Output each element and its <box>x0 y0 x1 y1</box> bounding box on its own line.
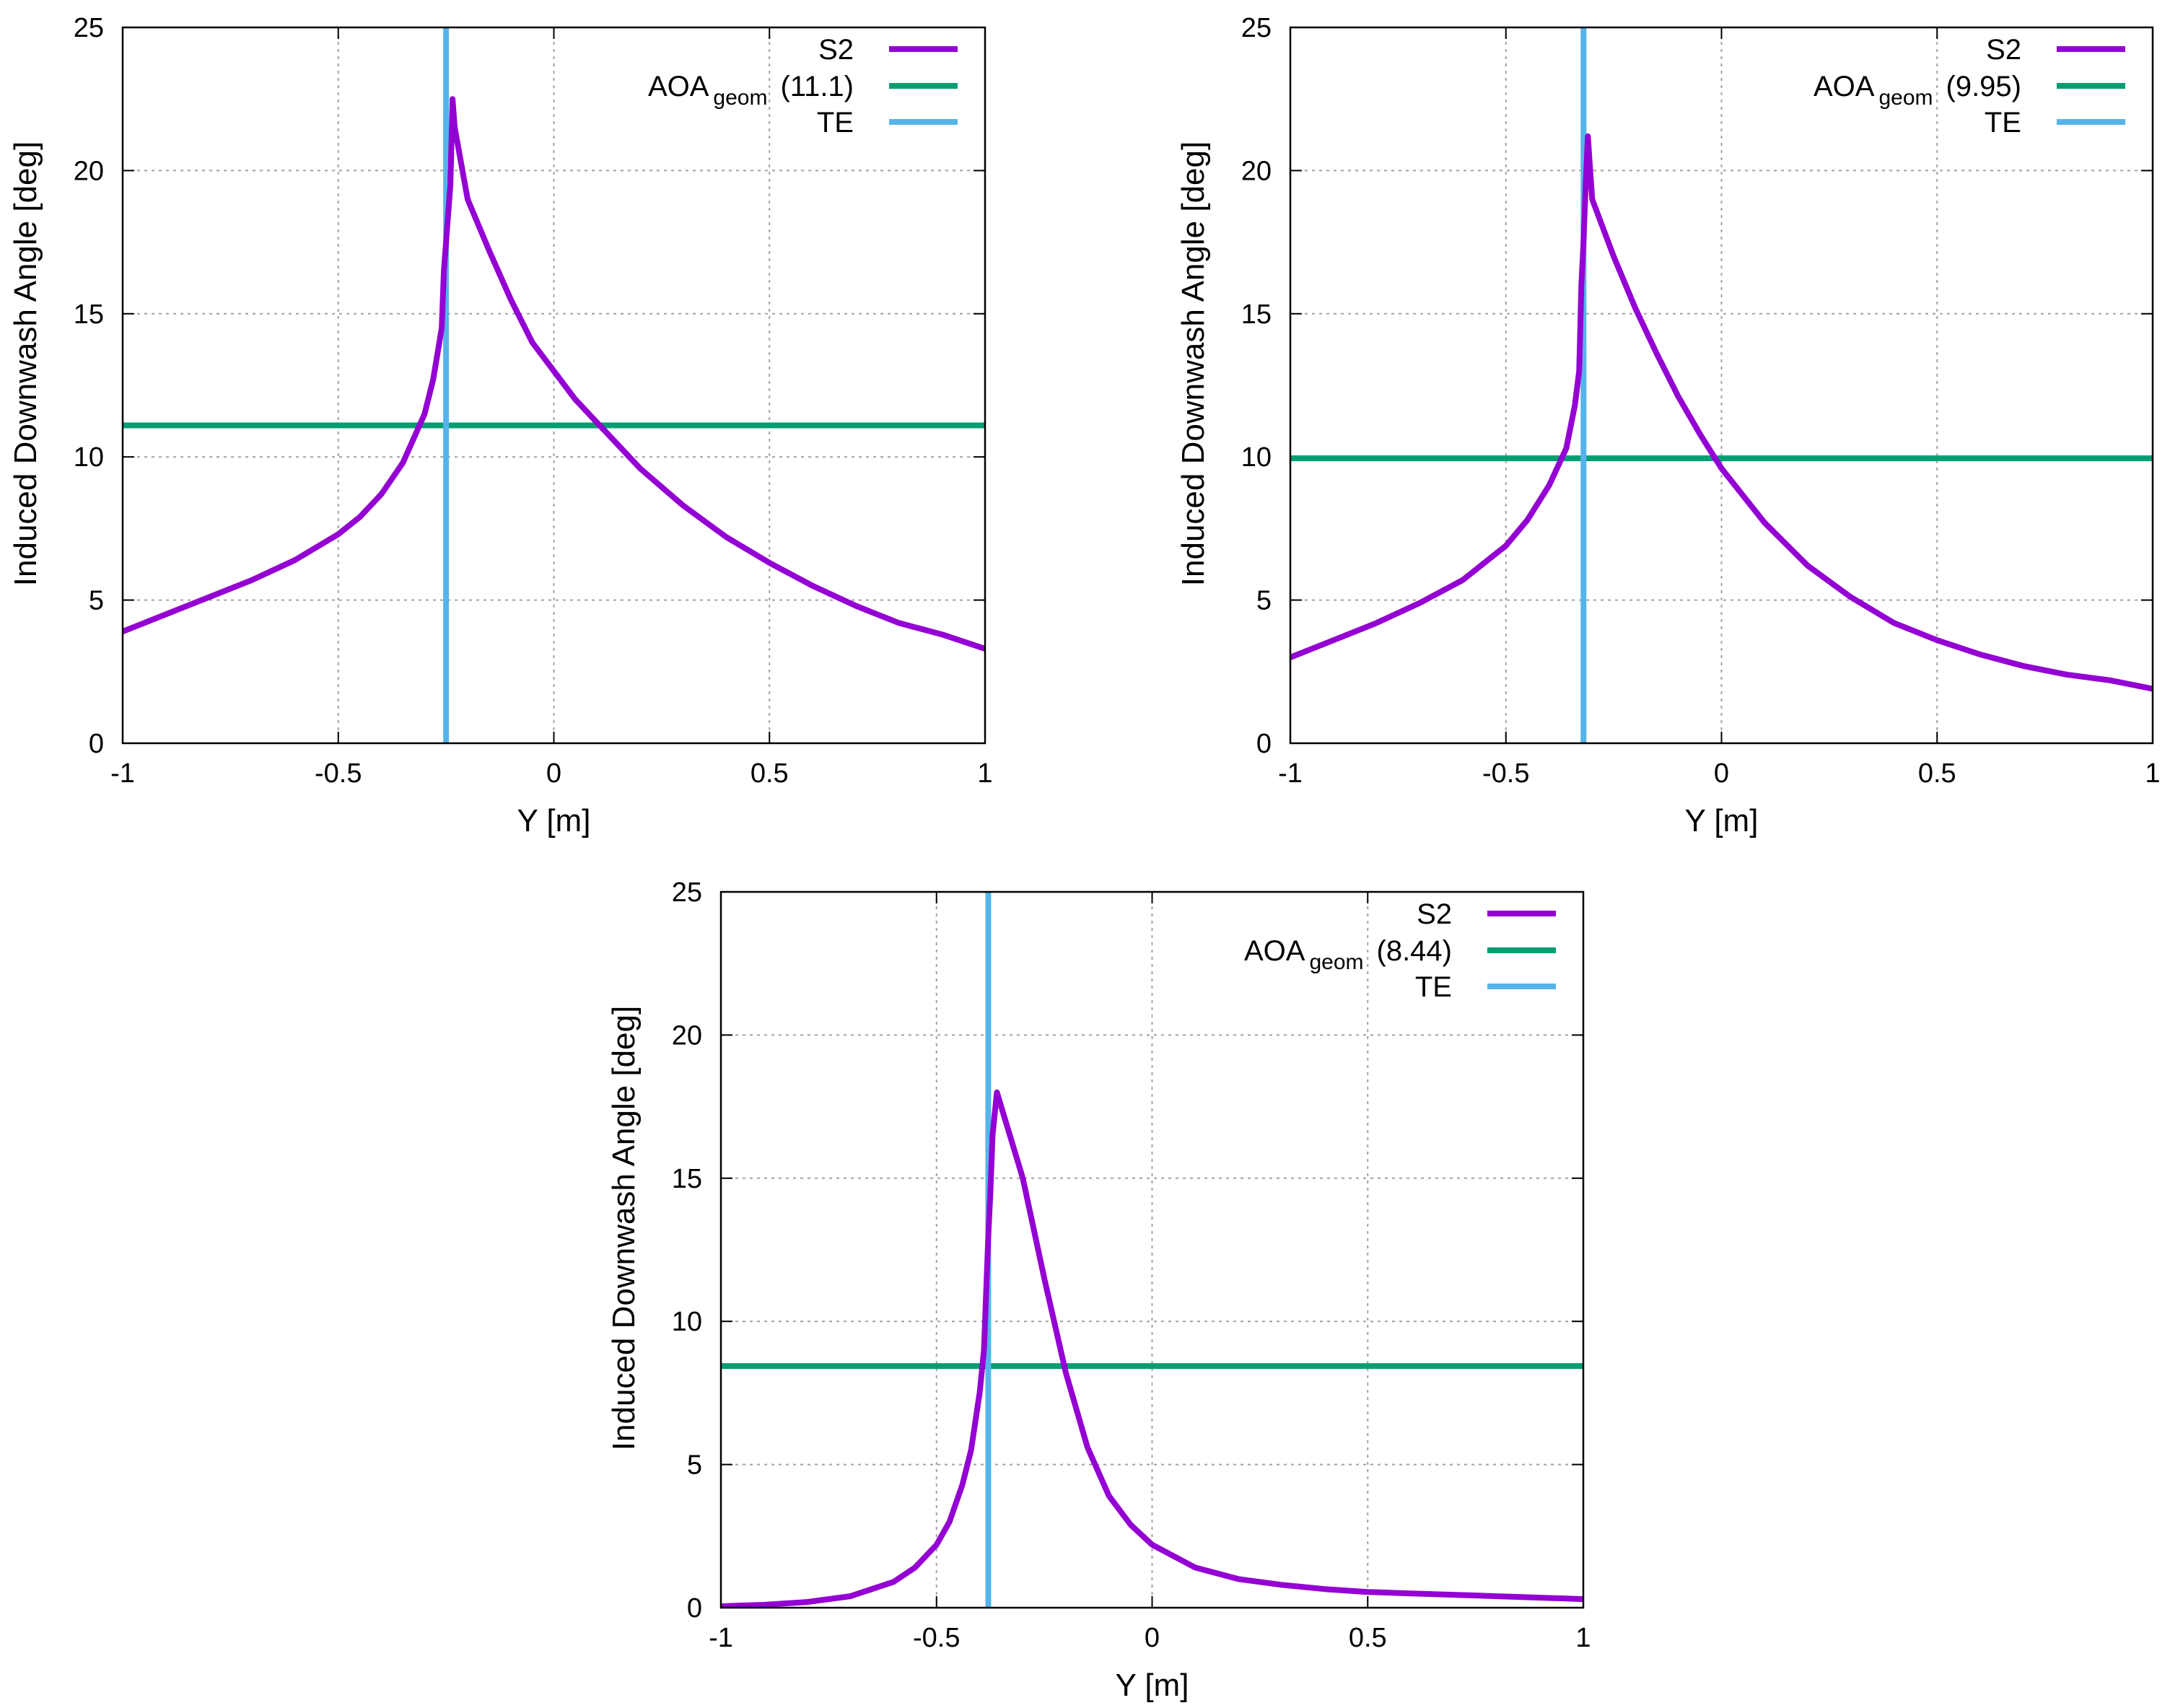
legend-aoa-label: AOA geom (8.44) <box>1244 935 1452 974</box>
x-tick-label: 0.5 <box>1349 1623 1387 1653</box>
x-tick-label: 0 <box>1145 1623 1160 1653</box>
y-tick-label: 20 <box>74 156 104 186</box>
plot-area <box>721 892 1583 1608</box>
y-tick-label: 25 <box>672 877 702 908</box>
x-tick-label: 1 <box>2145 758 2160 789</box>
y-tick-label: 10 <box>1241 442 1272 473</box>
legend-aoa-main: AOA <box>1244 935 1305 967</box>
x-tick-label: 0 <box>1714 758 1729 789</box>
x-tick-label: 1 <box>977 758 992 789</box>
y-tick-label: 15 <box>672 1164 702 1194</box>
y-tick-label: 15 <box>74 299 104 330</box>
y-tick-label: 25 <box>1241 13 1272 43</box>
x-tick-label: -0.5 <box>913 1623 960 1653</box>
legend-te-label: TE <box>1415 971 1452 1003</box>
x-tick-label: -0.5 <box>1482 758 1529 789</box>
legend-aoa-label: AOA geom (9.95) <box>1814 71 2021 110</box>
y-axis-label: Induced Downwash Angle [deg] <box>606 1006 642 1450</box>
x-axis-label: Y [m] <box>1116 1668 1189 1703</box>
plot-area <box>123 27 985 743</box>
y-tick-label: 10 <box>74 442 104 473</box>
y-tick-label: 0 <box>89 729 104 759</box>
y-tick-label: 25 <box>74 13 104 43</box>
y-tick-label: 0 <box>1256 729 1272 759</box>
legend-s2-label: S2 <box>818 34 854 66</box>
s2-series-line <box>123 96 985 652</box>
legend-aoa-main: AOA <box>648 71 709 102</box>
y-tick-label: 10 <box>672 1307 702 1337</box>
x-axis-label: Y [m] <box>517 803 591 838</box>
x-tick-label: -0.5 <box>315 758 362 789</box>
y-axis-label: Induced Downwash Angle [deg] <box>8 141 43 586</box>
x-axis-label: Y [m] <box>1685 803 1759 838</box>
y-tick-label: 20 <box>672 1020 702 1051</box>
y-tick-label: 5 <box>1256 586 1272 616</box>
legend-aoa-value: (9.95) <box>1946 71 2022 102</box>
y-axis-label: Induced Downwash Angle [deg] <box>1176 141 1211 586</box>
legend-aoa-value: (8.44) <box>1377 935 1453 967</box>
plot-frame <box>719 890 1585 1609</box>
plot-frame <box>121 26 986 745</box>
x-tick-label: -1 <box>1278 758 1303 789</box>
legend-s2-label: S2 <box>1417 898 1452 930</box>
y-tick-label: 0 <box>687 1593 702 1624</box>
s2-series-line <box>721 1089 1583 1608</box>
s2-series-line <box>1290 133 2153 692</box>
x-tick-label: -1 <box>110 758 135 789</box>
legend-aoa-main: AOA <box>1814 71 1875 102</box>
x-tick-label: 0.5 <box>1918 758 1956 789</box>
legend-aoa-sub: geom <box>713 86 767 110</box>
legend-s2-label: S2 <box>1986 34 2021 66</box>
legend-te-label: TE <box>817 107 854 139</box>
x-tick-label: -1 <box>709 1623 733 1653</box>
legend-aoa-sub: geom <box>1878 86 1933 110</box>
x-tick-label: 0 <box>546 758 561 789</box>
legend-aoa-label: AOA geom (11.1) <box>648 71 854 110</box>
y-tick-label: 15 <box>1241 299 1272 330</box>
y-tick-label: 20 <box>1241 156 1272 186</box>
x-tick-label: 0.5 <box>751 758 789 789</box>
x-tick-label: 1 <box>1575 1623 1591 1653</box>
y-tick-label: 5 <box>89 586 104 616</box>
legend-aoa-sub: geom <box>1309 950 1363 974</box>
y-tick-label: 5 <box>687 1450 702 1481</box>
plot-area <box>1290 27 2153 743</box>
legend-te-label: TE <box>1985 107 2021 139</box>
legend-aoa-value: (11.1) <box>780 71 854 102</box>
plot-frame <box>1289 26 2154 745</box>
